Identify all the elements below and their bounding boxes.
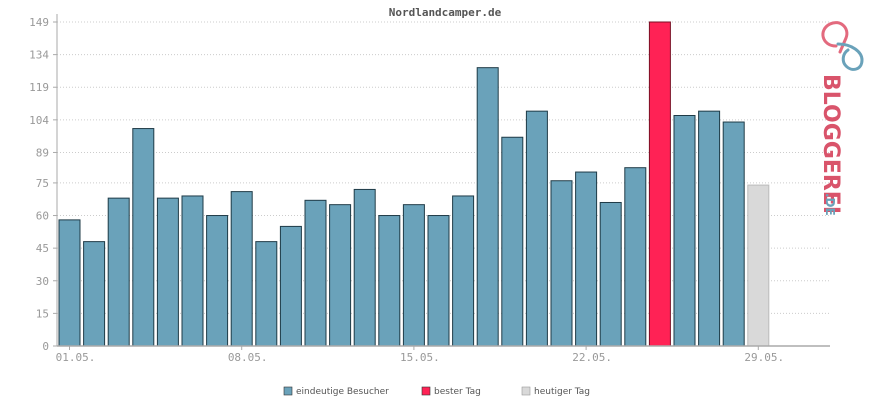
x-tick-label: 29.05. (744, 351, 784, 364)
y-tick-label: 45 (36, 242, 49, 255)
y-tick-label: 0 (42, 340, 49, 353)
chart-title: Nordlandcamper.de (389, 6, 502, 19)
bar (402, 204, 425, 347)
bar-today (747, 184, 770, 347)
bar (476, 67, 499, 347)
legend-label-unique-visitors: eindeutige Besucher (296, 387, 389, 397)
bar (575, 171, 598, 347)
bar (599, 201, 622, 347)
bar (83, 241, 106, 347)
legend-label-today: heutiger Tag (534, 387, 590, 397)
axes (56, 14, 830, 350)
bar (329, 204, 352, 347)
x-tick-label: 15.05. (400, 351, 440, 364)
gridlines (53, 21, 830, 347)
bar (58, 219, 81, 347)
bar (427, 215, 450, 347)
bar (452, 195, 475, 347)
bar (525, 110, 548, 347)
y-tick-label: 149 (29, 16, 49, 29)
x-tick-labels: 01.05. 08.05. 15.05. 22.05. 29.05. (56, 351, 785, 364)
y-tick-label: 89 (36, 146, 49, 159)
bar-best-day (648, 21, 671, 347)
legend: eindeutige Besucher bester Tag heutiger … (283, 386, 590, 397)
x-tick-label: 22.05. (572, 351, 612, 364)
bloggerei-suffix: .DE (823, 193, 837, 216)
bar (132, 128, 155, 347)
bar (304, 199, 327, 347)
y-tick-label: 104 (29, 114, 49, 127)
bar (378, 215, 401, 347)
bar (698, 110, 721, 347)
bloggerei-logo-icon (821, 21, 864, 71)
bar (255, 241, 278, 347)
bar (181, 195, 204, 347)
y-tick-label: 119 (29, 81, 49, 94)
bar (107, 197, 130, 347)
bar (230, 191, 253, 347)
bloggerei-wordmark: BLOGGEREI (818, 74, 843, 214)
y-tick-label: 15 (36, 307, 49, 320)
bar (206, 215, 229, 347)
x-tick-label: 01.05. (56, 351, 96, 364)
bar (624, 167, 647, 347)
x-tick-label: 08.05. (228, 351, 268, 364)
legend-label-best-day: bester Tag (434, 387, 481, 397)
bar (722, 121, 745, 347)
legend-swatch-best-day (421, 386, 431, 396)
y-tick-label: 75 (36, 177, 49, 190)
y-tick-label: 30 (36, 275, 49, 288)
y-tick-labels: 0 15 30 45 60 75 89 104 119 134 149 (29, 16, 49, 353)
bar (673, 115, 696, 347)
y-tick-label: 60 (36, 210, 49, 223)
legend-swatch-unique-visitors (283, 386, 293, 396)
legend-swatch-today (521, 386, 531, 396)
bar (156, 197, 179, 347)
bar (501, 136, 524, 347)
bars (58, 21, 770, 347)
bar (550, 180, 573, 347)
bar (353, 188, 376, 347)
bloggerei-logo: BLOGGEREI .DE (818, 21, 864, 216)
y-tick-label: 134 (29, 49, 49, 62)
bar (279, 225, 302, 347)
